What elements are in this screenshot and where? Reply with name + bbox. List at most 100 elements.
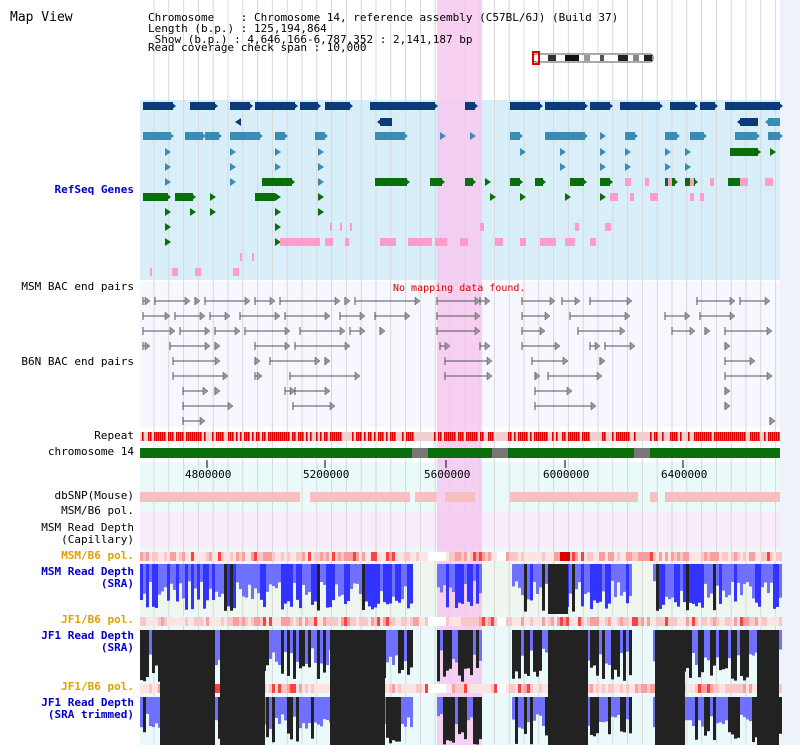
read-depth-bar	[572, 564, 575, 612]
polymorphism-cell	[749, 552, 752, 561]
repeat-element	[178, 432, 180, 441]
gene-arrow	[165, 178, 171, 186]
gene-arrow	[778, 132, 783, 140]
read-depth-bar	[206, 564, 209, 601]
read-depth-bar	[614, 630, 617, 670]
gene-feature-pink	[252, 253, 254, 261]
read-depth-bar	[299, 697, 302, 729]
repeat-element	[698, 432, 700, 441]
gene-arrow	[283, 132, 288, 140]
repeat-element	[222, 432, 224, 441]
polymorphism-cell	[539, 552, 542, 561]
read-depth-bar	[623, 630, 626, 681]
repeat-element	[326, 432, 328, 441]
read-depth-bar	[296, 630, 299, 662]
polymorphism-cell	[539, 617, 542, 626]
read-depth-bar	[722, 697, 725, 724]
read-depth-bar	[746, 564, 749, 583]
repeat-element	[722, 432, 724, 441]
read-depth-bar	[587, 697, 590, 726]
track-label-repeat[interactable]: Repeat	[94, 429, 134, 442]
polymorphism-cell	[149, 552, 152, 561]
read-depth-bar	[704, 697, 707, 736]
track-label-b6n-bac[interactable]: B6N BAC end pairs	[21, 355, 134, 368]
gene-feature	[590, 102, 610, 110]
repeat-element	[246, 432, 248, 441]
read-depth-bar	[287, 697, 290, 734]
show-line: Show (b.p.) : 4,646,166-6,787,352 : 2,14…	[148, 33, 473, 46]
read-depth-bar	[611, 697, 614, 717]
polymorphism-cell	[455, 552, 458, 561]
polymorphism-cell	[377, 617, 380, 626]
read-depth-bar	[143, 630, 146, 682]
polymorphism-cell	[455, 684, 458, 693]
track-label-jf1-trim[interactable]: JF1 Read Depth	[41, 696, 134, 709]
repeat-element	[576, 432, 578, 441]
polymorphism-cell	[614, 617, 617, 626]
read-depth-bar	[371, 564, 374, 610]
polymorphism-cell	[302, 684, 305, 693]
polymorphism-cell	[479, 552, 482, 561]
polymorphism-cell	[506, 552, 509, 561]
repeat-element	[680, 432, 682, 441]
polymorphism-cell	[533, 617, 536, 626]
gene-feature	[230, 102, 250, 110]
polymorphism-cell	[764, 617, 767, 626]
gene-feature-pink	[668, 178, 672, 186]
repeat-element	[622, 432, 624, 441]
polymorphism-cell	[740, 617, 743, 626]
read-depth-bar	[689, 564, 692, 603]
track-label-dbsnp[interactable]: dbSNP(Mouse)	[54, 489, 134, 502]
read-depth-bar	[692, 697, 695, 727]
gene-arrow	[293, 102, 298, 110]
repeat-element	[150, 432, 152, 441]
gene-feature-pink	[690, 193, 694, 201]
polymorphism-cell	[230, 552, 233, 561]
track-label-msm-b6-pol-2[interactable]: MSM/B6 pol.	[61, 549, 134, 562]
track-label-refseq[interactable]: RefSeq Genes	[54, 183, 134, 196]
read-depth-bar	[467, 697, 470, 721]
gene-feature-pink	[605, 223, 611, 231]
track-label-jf1-b6-pol-1[interactable]: JF1/B6 pol.	[61, 613, 134, 626]
polymorphism-cell	[695, 552, 698, 561]
track-label-jf1-depth-sra[interactable]: JF1 Read Depth	[41, 629, 134, 642]
read-depth-bar	[437, 630, 440, 682]
polymorphism-cell	[206, 617, 209, 626]
read-depth-bar	[284, 697, 287, 721]
read-depth-bar	[728, 564, 731, 596]
track-label-msm-depth-sra[interactable]: MSM Read Depth	[41, 565, 134, 578]
polymorphism-cell	[380, 552, 383, 561]
gene-arrow	[685, 148, 691, 156]
polymorphism-cell	[704, 552, 707, 561]
track-label-msm-bac[interactable]: MSM BAC end pairs	[21, 280, 134, 293]
polymorphism-cell	[521, 617, 524, 626]
repeat-element	[148, 432, 150, 441]
read-depth-bar	[263, 564, 266, 608]
read-depth-bar	[740, 630, 743, 677]
polymorphism-cell	[338, 617, 341, 626]
polymorphism-cell	[752, 684, 755, 693]
polymorphism-cell	[770, 552, 773, 561]
gene-arrow	[230, 178, 236, 186]
polymorphism-cell	[755, 552, 758, 561]
repeat-element	[706, 432, 708, 441]
track-label-jf1-b6-pol-2[interactable]: JF1/B6 pol.	[61, 680, 134, 693]
read-depth-bar	[278, 630, 281, 666]
read-depth-bar	[152, 630, 155, 674]
bac-end-arrow	[574, 296, 581, 306]
gene-feature-pink	[408, 238, 432, 246]
gene-arrow	[518, 132, 523, 140]
track-label-msm-depth-capillary[interactable]: MSM Read Depth	[41, 521, 134, 534]
track-label-chromosome[interactable]: chromosome 14	[47, 445, 134, 458]
repeat-element	[276, 432, 278, 441]
polymorphism-cell	[665, 617, 668, 626]
polymorphism-cell	[569, 617, 572, 626]
repeat-element	[272, 432, 274, 441]
polymorphism-cell	[383, 617, 386, 626]
bac-end-arrow	[766, 371, 773, 381]
repeat-element	[518, 432, 520, 441]
track-label-msm-b6-pol-1[interactable]: MSM/B6 pol.	[61, 504, 134, 517]
polymorphism-cell	[662, 552, 665, 561]
polymorphism-cell	[425, 617, 428, 626]
